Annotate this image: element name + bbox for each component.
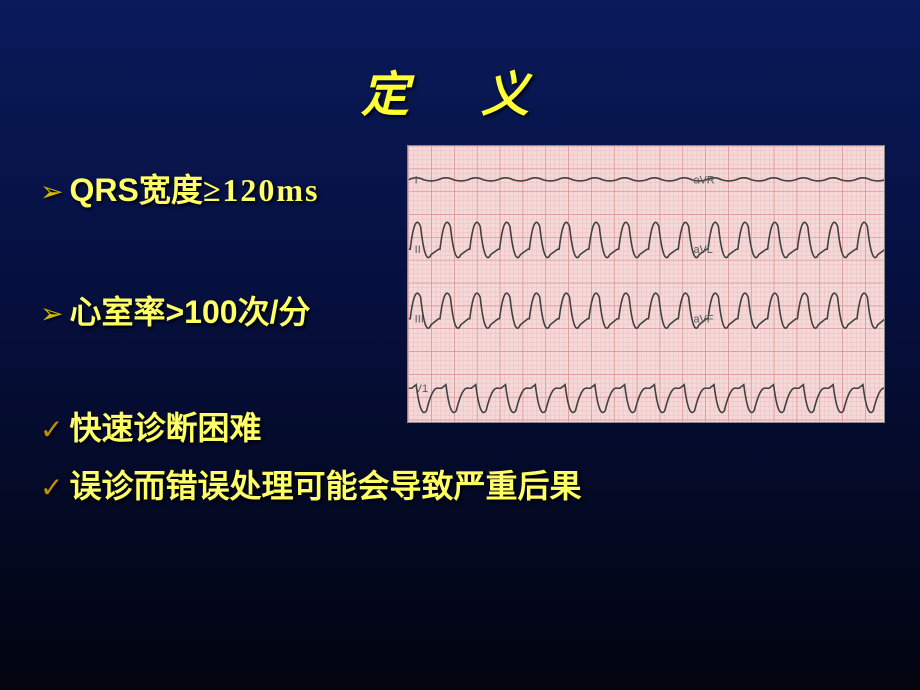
slide-title: 定 义 bbox=[0, 55, 920, 125]
check-icon: ✓ bbox=[40, 471, 63, 504]
bullet-item-4: ✓ 误诊而错误处理可能会导致严重后果 bbox=[40, 461, 880, 507]
bullet-item-1: ➢ QRS宽度≥120ms bbox=[40, 165, 880, 211]
check-icon: ✓ bbox=[40, 413, 63, 446]
triangle-right-icon: ➢ bbox=[40, 297, 63, 330]
bullet-item-2: ➢ 心室率>100次/分 bbox=[40, 287, 880, 333]
bullet-text-4: 误诊而错误处理可能会导致严重后果 bbox=[69, 461, 581, 507]
bullet-text-3: 快速诊断困难 bbox=[69, 403, 261, 449]
bullet-text-2: 心室率>100次/分 bbox=[69, 287, 310, 333]
bullet-list: ➢ QRS宽度≥120ms ➢ 心室率>100次/分 ✓ 快速诊断困难 ✓ 误诊… bbox=[40, 165, 880, 519]
bullet-item-3: ✓ 快速诊断困难 bbox=[40, 403, 880, 449]
triangle-right-icon: ➢ bbox=[40, 175, 63, 208]
bullet-text-1: QRS宽度≥120ms bbox=[69, 165, 319, 211]
